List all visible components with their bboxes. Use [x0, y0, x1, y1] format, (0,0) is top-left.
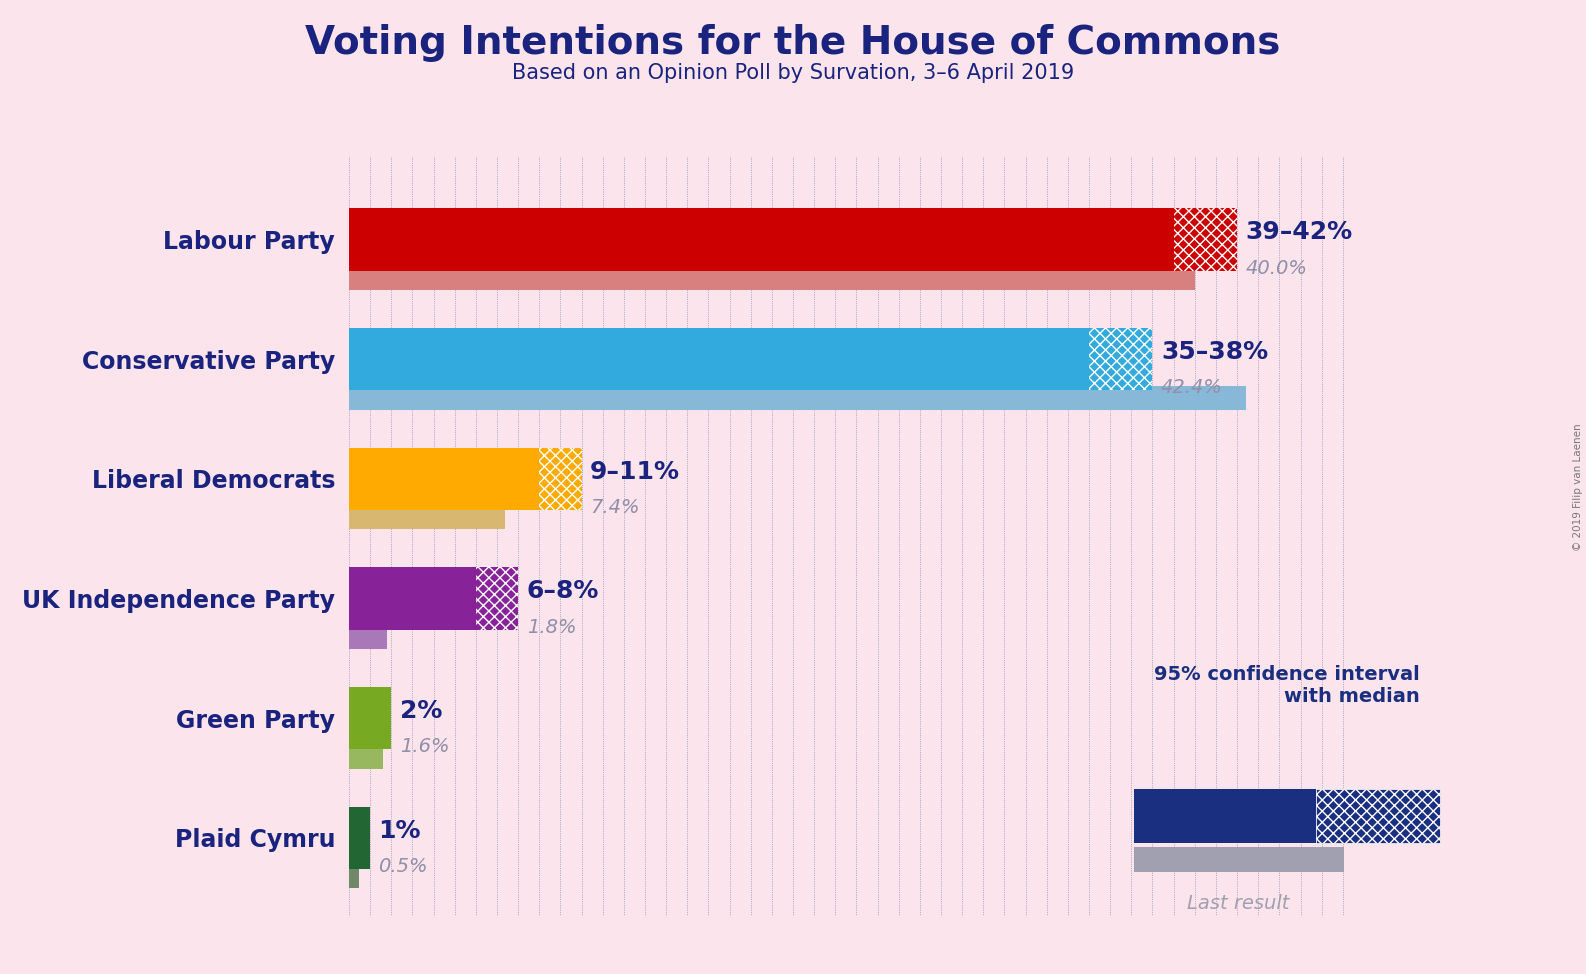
Bar — [349, 386, 1245, 410]
Bar — [1090, 328, 1153, 391]
Text: 39–42%: 39–42% — [1245, 220, 1353, 244]
Text: 40.0%: 40.0% — [1245, 259, 1307, 278]
Bar — [476, 568, 519, 629]
Bar — [349, 864, 360, 888]
Text: 1.8%: 1.8% — [527, 618, 576, 637]
Bar — [349, 687, 392, 749]
Text: 7.4%: 7.4% — [590, 498, 639, 517]
Bar — [349, 568, 476, 629]
Bar — [349, 448, 539, 510]
Text: 35–38%: 35–38% — [1161, 340, 1269, 364]
Text: 1%: 1% — [379, 818, 420, 843]
Text: 2%: 2% — [400, 699, 442, 723]
Text: 42.4%: 42.4% — [1161, 379, 1223, 397]
Text: 9–11%: 9–11% — [590, 460, 680, 484]
Text: Last result: Last result — [1186, 894, 1289, 914]
Text: 95% confidence interval
with median: 95% confidence interval with median — [1153, 665, 1419, 706]
Bar — [349, 745, 382, 768]
Bar — [349, 328, 1090, 391]
Bar — [349, 625, 387, 649]
Text: 1.6%: 1.6% — [400, 737, 449, 757]
Text: Based on an Opinion Poll by Survation, 3–6 April 2019: Based on an Opinion Poll by Survation, 3… — [512, 63, 1074, 84]
Bar — [1174, 208, 1237, 271]
Text: 0.5%: 0.5% — [379, 857, 428, 876]
Bar — [539, 448, 582, 510]
Bar — [349, 806, 370, 869]
Bar — [349, 506, 506, 530]
Text: © 2019 Filip van Laenen: © 2019 Filip van Laenen — [1573, 423, 1583, 551]
Bar — [349, 208, 1174, 271]
Text: Voting Intentions for the House of Commons: Voting Intentions for the House of Commo… — [306, 24, 1280, 62]
Text: 6–8%: 6–8% — [527, 580, 600, 603]
Bar — [349, 266, 1194, 290]
